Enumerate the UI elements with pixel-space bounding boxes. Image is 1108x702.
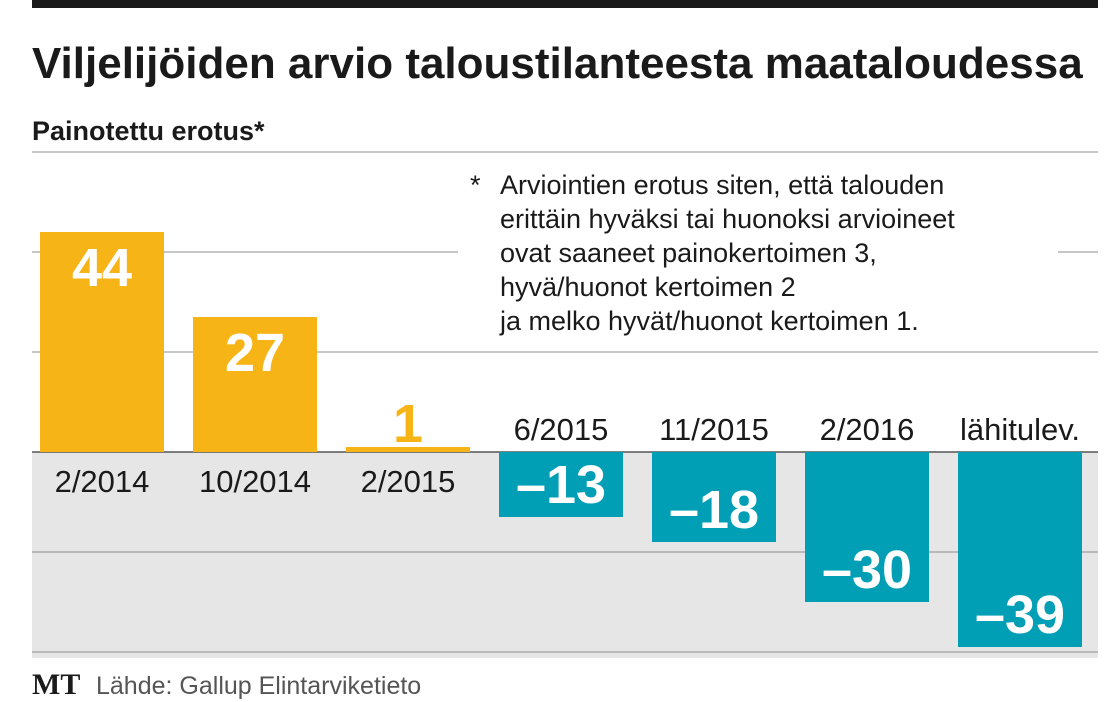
category-label: 2/2014 bbox=[55, 464, 150, 499]
category-label: 2/2016 bbox=[820, 412, 915, 447]
value-label: –39 bbox=[975, 585, 1065, 645]
bar bbox=[346, 447, 470, 452]
footnote-line: ja melko hyvät/huonot kertoimen 1. bbox=[499, 306, 919, 336]
chart-title: Viljelijöiden arvio taloustilanteesta ma… bbox=[32, 39, 1083, 88]
plot-area: 44 2/2014 27 10/2014 1 2/2015 –13 6/2015 –18 11/2… bbox=[32, 151, 1098, 658]
bar bbox=[652, 452, 776, 542]
top-rule bbox=[32, 0, 1098, 8]
footnote-background bbox=[458, 162, 1058, 342]
value-label: 27 bbox=[225, 323, 285, 383]
footnote-line: erittäin hyväksi tai huonoksi arvioineet bbox=[500, 204, 955, 234]
chart-subtitle: Painotettu erotus* bbox=[32, 116, 265, 146]
footnote-line: ovat saaneet painokertoimen 3, bbox=[500, 238, 877, 268]
category-label: lähitulev. bbox=[960, 412, 1080, 447]
value-label: –30 bbox=[822, 540, 912, 600]
footnote-line: Arviointien erotus siten, että talouden bbox=[500, 170, 944, 200]
footnote: * Arviointien erotus siten, että taloude… bbox=[458, 162, 1058, 342]
value-label: 1 bbox=[393, 394, 423, 454]
bar bbox=[193, 317, 317, 452]
value-label: –13 bbox=[516, 455, 606, 515]
brand-logo: MT bbox=[32, 668, 80, 701]
category-label: 11/2015 bbox=[659, 412, 769, 447]
source-note: Lähde: Gallup Elintarviketieto bbox=[96, 672, 421, 700]
bar bbox=[958, 452, 1082, 647]
bar bbox=[40, 232, 164, 452]
value-label: 44 bbox=[72, 238, 132, 298]
bar bbox=[499, 452, 623, 517]
category-label: 10/2014 bbox=[199, 464, 311, 499]
category-label: 6/2015 bbox=[514, 412, 609, 447]
bar bbox=[805, 452, 929, 602]
footnote-marker: * bbox=[470, 170, 481, 200]
category-label: 2/2015 bbox=[361, 464, 456, 499]
footnote-line: hyvä/huonot kertoimen 2 bbox=[500, 272, 796, 302]
value-label: –18 bbox=[669, 480, 759, 540]
